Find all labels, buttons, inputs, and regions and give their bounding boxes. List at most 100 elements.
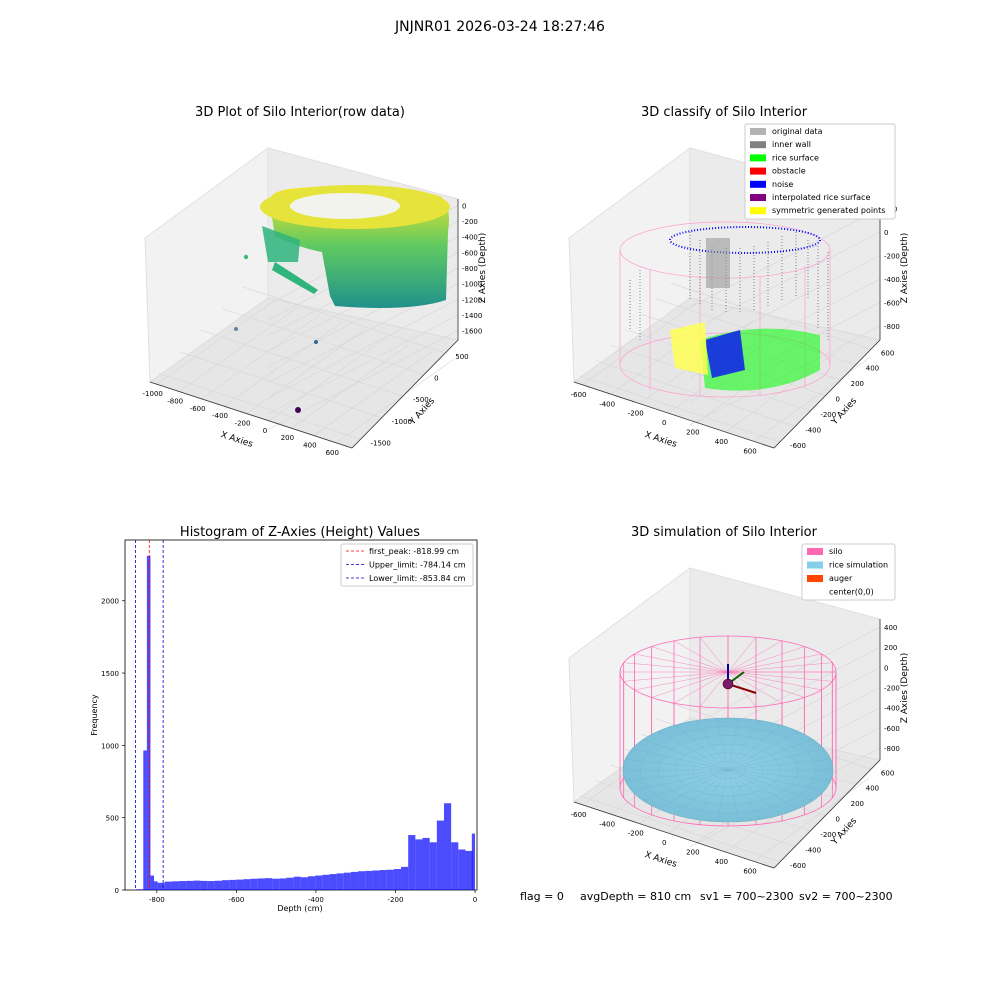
y-tick-label: -600 — [790, 862, 806, 870]
footer-flag: flag = 0 — [520, 890, 564, 903]
histogram-bar — [272, 878, 280, 890]
y-tick-label: -1500 — [370, 439, 390, 447]
histogram-bar — [293, 876, 301, 890]
rice-surface-mesh — [623, 718, 833, 822]
panel3-title: Histogram of Z-Axies (Height) Values — [180, 525, 420, 540]
x-tick-label: -200 — [235, 420, 251, 428]
legend-label: obstacle — [772, 167, 806, 176]
histogram-bar — [436, 820, 444, 890]
histogram-bar — [250, 878, 258, 890]
histogram-bar — [154, 881, 158, 890]
panel1-tick-labels: -1000 -800 -600 -400 -200 0 200 400 600 -1500 -100… — [143, 202, 483, 457]
panel2-x-axis-line — [573, 381, 775, 449]
legend-swatch — [750, 194, 766, 201]
legend-swatch — [807, 575, 823, 582]
histogram-bar — [365, 870, 373, 890]
histogram-bar — [214, 880, 223, 890]
z-tick-label: -800 — [884, 745, 900, 753]
noise-point — [234, 327, 238, 331]
footer-sv2: sv2 = 700~2300 — [799, 890, 893, 903]
y-tick-label: 600 — [881, 769, 894, 777]
silo-left-wall-points — [262, 226, 300, 262]
histogram-bar — [146, 555, 151, 890]
histogram-x-label: Depth (cm) — [277, 904, 322, 913]
histogram-bar — [207, 881, 215, 890]
x-tick-label: -400 — [308, 896, 324, 904]
x-tick-label: -600 — [571, 391, 587, 399]
z-tick-label: 0 — [884, 229, 888, 237]
x-tick-label: -600 — [571, 811, 587, 819]
panel4-tick-labels: -600-400-2000200400600-600-400-200020040… — [571, 624, 900, 875]
panel4-legend: silo rice simulation auger center(0,0) — [801, 543, 896, 601]
legend-box — [340, 543, 474, 587]
x-tick-label: -800 — [167, 398, 183, 406]
histogram-bar — [386, 869, 394, 890]
z-tick-label: -200 — [884, 252, 900, 260]
histogram-bar — [300, 877, 308, 890]
histogram-bar — [422, 837, 430, 890]
legend-label: Lower_limit: -853.84 cm — [369, 574, 466, 583]
x-tick-label: 0 — [662, 419, 666, 427]
z-tick-label: -200 — [462, 218, 478, 226]
y-tick-label: 500 — [455, 353, 468, 361]
histogram-bar — [401, 866, 409, 890]
panel2-x-label: X Axies — [643, 430, 678, 450]
panel-raw-data: 3D Plot of Silo Interior(row data) -1000… — [143, 105, 488, 457]
legend-swatch — [750, 207, 766, 215]
x-tick-label: -1000 — [143, 390, 163, 398]
histogram-bar — [443, 803, 452, 890]
legend-label: original data — [772, 127, 823, 136]
histogram-bars — [136, 555, 476, 890]
legend-label: symmetric generated points — [772, 206, 885, 215]
legend-box — [744, 123, 896, 220]
histogram-bar — [343, 872, 351, 890]
histogram-bar — [336, 873, 344, 890]
x-tick-label: -400 — [599, 820, 615, 828]
legend-swatch — [750, 180, 766, 188]
x-tick-label: -400 — [599, 400, 615, 408]
z-tick-label: -400 — [884, 705, 900, 713]
z-tick-label: 400 — [884, 624, 897, 632]
y-tick-label: -200 — [820, 411, 836, 419]
histogram-bar — [229, 879, 237, 890]
histogram-bar — [286, 877, 294, 890]
panel-classify: 3D classify of Silo Interior -600 -400 -20… — [568, 105, 910, 455]
histogram-bar — [393, 869, 402, 890]
histogram-bar — [372, 870, 380, 890]
panel-histogram: Histogram of Z-Axies (Height) Values -80… — [90, 525, 478, 913]
histogram-bar — [329, 874, 337, 890]
panel2-title: 3D classify of Silo Interior — [641, 105, 808, 120]
histogram-bar — [358, 871, 366, 890]
legend-swatch — [750, 141, 766, 149]
panel4-z-label: Z Axies (Depth) — [900, 653, 910, 724]
footer-sv1: sv1 = 700~2300 — [700, 890, 794, 903]
histogram-bar — [243, 879, 251, 890]
histogram-bar — [222, 880, 230, 890]
z-tick-label: -1600 — [462, 328, 482, 336]
x-tick-label: -200 — [628, 830, 644, 838]
legend-label: first_peak: -818.99 cm — [369, 547, 459, 556]
noise-point — [295, 407, 301, 413]
legend-swatch — [750, 128, 766, 135]
center-point — [722, 678, 734, 690]
x-tick-label: 600 — [326, 449, 339, 457]
histogram-bar — [307, 876, 316, 890]
z-tick-label: -600 — [884, 725, 900, 733]
x-tick-label: 0 — [263, 427, 267, 435]
y-tick-label: 2000 — [101, 598, 119, 606]
rice-surface-noise-points — [705, 330, 745, 378]
histogram-bar — [471, 833, 476, 890]
panel1-point-cloud — [234, 185, 450, 413]
histogram-bar — [179, 881, 187, 890]
histogram-bar — [350, 871, 359, 890]
histogram-y-label: Frequency — [90, 694, 99, 736]
x-tick-label: 400 — [303, 442, 316, 450]
histogram-bar — [451, 842, 459, 890]
silo-left-strand-points — [272, 262, 318, 294]
histogram-bar — [315, 875, 323, 890]
figure-suptitle: JNJNR01 2026-03-24 18:27:46 — [394, 19, 605, 35]
histogram-bar — [458, 849, 466, 890]
z-tick-label: -800 — [462, 265, 478, 273]
z-tick-label: 200 — [884, 644, 897, 652]
z-tick-label: -400 — [462, 234, 478, 242]
